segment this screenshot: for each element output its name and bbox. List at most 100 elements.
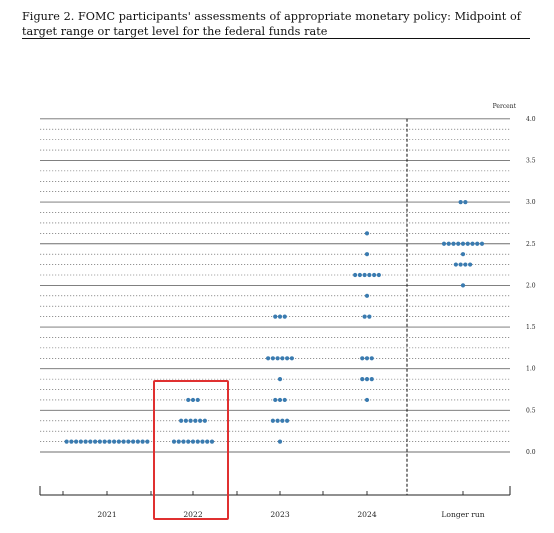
dot-marker: [193, 418, 198, 423]
x-category-label: 2021: [97, 510, 116, 519]
x-category-label: 2022: [183, 510, 202, 519]
dot-marker: [209, 439, 215, 444]
dot-marker: [475, 241, 480, 246]
dot-marker: [441, 241, 447, 246]
dot-marker: [369, 377, 374, 382]
dot-marker: [181, 439, 186, 444]
dot-marker: [367, 314, 372, 319]
dot-marker: [69, 439, 74, 444]
dot-marker: [93, 439, 98, 444]
dot-marker: [470, 241, 475, 246]
dot-marker: [282, 314, 287, 319]
y-axis-unit-label: Percent: [493, 103, 517, 110]
dot-marker: [353, 272, 358, 278]
dot-marker: [183, 418, 188, 423]
dot-marker: [266, 356, 271, 361]
dot-marker: [116, 439, 121, 444]
y-tick-label: 0.5: [526, 407, 536, 414]
dot-marker: [205, 439, 210, 444]
dot-marker: [372, 272, 377, 278]
dot-marker: [460, 252, 466, 257]
dot-marker: [479, 241, 485, 246]
dot-marker: [376, 272, 381, 278]
dot-marker: [360, 377, 365, 382]
dot-marker: [451, 241, 456, 246]
x-category-label: Longer run: [441, 510, 484, 519]
dot-marker: [277, 439, 283, 444]
x-category-label: 2023: [270, 510, 289, 519]
dot-marker: [112, 439, 117, 444]
dot-marker: [135, 439, 140, 444]
dot-marker: [362, 314, 367, 319]
dot-marker: [285, 356, 290, 361]
x-category-label: 2024: [357, 510, 376, 519]
dot-marker: [186, 397, 191, 403]
dot-marker: [367, 272, 372, 278]
dot-marker: [446, 241, 451, 246]
dot-marker: [78, 439, 83, 444]
dot-marker: [456, 241, 461, 246]
dot-marker: [364, 377, 370, 382]
y-tick-label: 4.0: [526, 116, 536, 123]
dot-marker: [270, 418, 275, 423]
dot-marker: [275, 356, 280, 361]
dot-marker: [364, 293, 370, 298]
highlight-box-2022: [153, 380, 229, 520]
dot-marker: [285, 418, 290, 423]
dot-marker: [195, 439, 200, 444]
dot-marker: [468, 262, 473, 267]
dot-marker: [188, 418, 193, 423]
dot-marker: [195, 397, 200, 403]
dot-marker: [88, 439, 93, 444]
y-tick-label: 1.0: [526, 366, 536, 373]
dot-marker: [289, 356, 294, 361]
dot-marker: [460, 241, 466, 246]
dot-marker: [463, 262, 468, 267]
dot-marker: [190, 397, 196, 403]
y-tick-label: 0.0: [526, 449, 536, 456]
dot-marker: [458, 200, 463, 205]
dot-marker: [453, 262, 458, 267]
dot-marker: [364, 397, 370, 403]
dot-marker: [277, 397, 283, 403]
dot-marker: [270, 356, 275, 361]
dot-marker: [360, 356, 365, 361]
dot-marker: [280, 356, 285, 361]
dot-marker: [107, 439, 112, 444]
dot-marker: [176, 439, 181, 444]
figure-caption: Figure 2. FOMC participants' assessments…: [22, 10, 521, 38]
dot-marker: [190, 439, 196, 444]
dot-marker: [126, 439, 131, 444]
dot-marker: [64, 439, 69, 444]
dot-marker: [273, 397, 278, 403]
dot-marker: [74, 439, 79, 444]
dot-marker: [460, 283, 466, 288]
dot-marker: [273, 314, 278, 319]
dot-marker: [458, 262, 463, 267]
dot-marker: [465, 241, 470, 246]
dot-marker: [200, 439, 205, 444]
y-tick-label: 2.0: [526, 282, 536, 289]
dot-marker: [83, 439, 88, 444]
dot-marker: [131, 439, 136, 444]
dot-marker: [121, 439, 126, 444]
dot-marker: [277, 377, 283, 382]
y-tick-label: 3.0: [526, 199, 536, 206]
dot-marker: [102, 439, 107, 444]
dot-marker: [364, 356, 370, 361]
dot-marker: [282, 397, 287, 403]
dot-marker: [362, 272, 367, 278]
dot-marker: [280, 418, 285, 423]
dot-marker: [97, 439, 102, 444]
dot-marker: [277, 314, 283, 319]
dot-marker: [364, 252, 370, 257]
dot-marker: [179, 418, 184, 423]
dot-marker: [463, 200, 468, 205]
dot-marker: [369, 356, 374, 361]
dot-marker: [140, 439, 145, 444]
dot-marker: [275, 418, 280, 423]
dot-marker: [357, 272, 362, 278]
y-tick-label: 2.5: [526, 241, 536, 248]
y-tick-label: 1.5: [526, 324, 536, 331]
